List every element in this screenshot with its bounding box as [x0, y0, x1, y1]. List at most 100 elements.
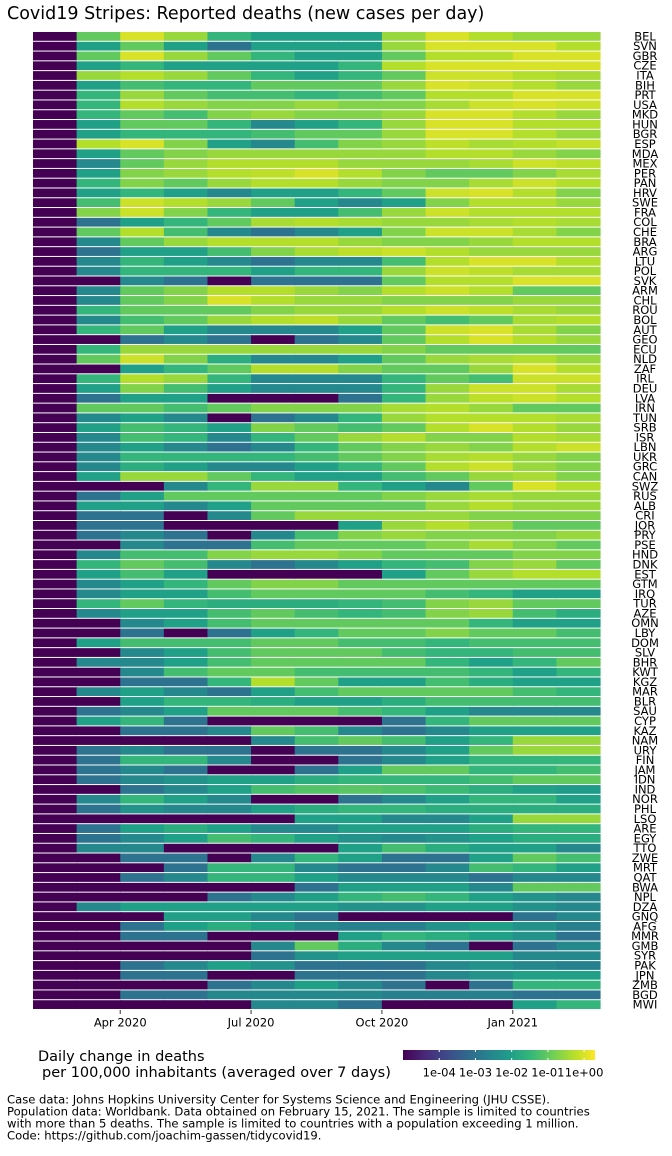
- cell: [33, 667, 78, 677]
- cell: [120, 589, 165, 599]
- cell: [512, 393, 557, 403]
- cell: [512, 61, 557, 71]
- cell: [294, 256, 339, 266]
- cell: [33, 931, 78, 941]
- cell: [163, 413, 209, 423]
- cell: [556, 521, 601, 530]
- cell: [251, 237, 296, 247]
- cell: [163, 41, 209, 51]
- cell: [425, 266, 470, 276]
- cell: [251, 80, 296, 90]
- cell: [425, 765, 470, 775]
- cell: [207, 579, 252, 589]
- cell: [556, 462, 601, 472]
- cell: [556, 569, 601, 579]
- cell: [425, 364, 470, 374]
- cell: [294, 41, 339, 51]
- cell: [294, 853, 339, 863]
- cell: [556, 481, 601, 491]
- cell: [469, 344, 514, 354]
- cell: [120, 403, 165, 413]
- cell: [469, 638, 514, 648]
- cell: [33, 863, 78, 873]
- cell: [469, 511, 514, 520]
- cell: [163, 90, 209, 100]
- cell: [33, 824, 78, 833]
- cell: [294, 71, 339, 80]
- cell: [207, 726, 252, 736]
- cell: [33, 472, 78, 481]
- cell: [76, 90, 121, 100]
- cell: [207, 736, 252, 745]
- cell: [251, 61, 296, 71]
- cell: [207, 32, 252, 41]
- cell: [512, 530, 557, 540]
- cell: [512, 569, 557, 579]
- cell: [207, 501, 252, 511]
- x-tick-label: Jul 2020: [227, 1016, 275, 1030]
- cell: [294, 432, 339, 442]
- cell: [338, 618, 383, 628]
- cell: [163, 32, 209, 41]
- cell: [76, 657, 121, 667]
- cell: [469, 462, 514, 472]
- cell: [425, 393, 470, 403]
- cell: [251, 286, 296, 296]
- cell: [207, 882, 252, 892]
- cell: [556, 794, 601, 804]
- cell: [469, 110, 514, 120]
- cell: [381, 276, 427, 286]
- y-tick-label: PRY: [634, 528, 656, 542]
- cell: [338, 599, 383, 609]
- cell: [381, 315, 427, 325]
- cell: [425, 648, 470, 657]
- cell: [251, 305, 296, 315]
- y-tick-label: RUS: [633, 489, 657, 503]
- cell: [469, 628, 514, 638]
- cell: [556, 961, 601, 970]
- cell: [469, 159, 514, 168]
- cell: [207, 902, 252, 912]
- legend-title: Daily change in deaths: [38, 1049, 205, 1065]
- cell: [33, 687, 78, 697]
- cell: [381, 384, 427, 393]
- cell: [163, 217, 209, 227]
- cell: [381, 775, 427, 785]
- cell: [120, 921, 165, 931]
- cell: [381, 667, 427, 677]
- cell: [425, 980, 470, 990]
- cell: [556, 540, 601, 550]
- cell: [251, 188, 296, 198]
- cell: [294, 90, 339, 100]
- y-tick-label: HUN: [632, 117, 658, 131]
- cell: [294, 208, 339, 217]
- cell: [469, 873, 514, 882]
- cell: [163, 785, 209, 794]
- cell: [33, 833, 78, 843]
- cell: [512, 315, 557, 325]
- cell: [512, 638, 557, 648]
- cell: [338, 638, 383, 648]
- cell: [425, 530, 470, 540]
- cell: [469, 569, 514, 579]
- cell: [469, 354, 514, 364]
- cell: [338, 452, 383, 462]
- y-tick-label: ZMB: [632, 978, 658, 992]
- cell: [120, 560, 165, 569]
- cell: [207, 785, 252, 794]
- cell: [469, 902, 514, 912]
- cell: [207, 266, 252, 276]
- cell: [33, 335, 78, 344]
- cell: [381, 785, 427, 794]
- cell: [381, 423, 427, 432]
- y-tick-label: ARG: [633, 245, 658, 259]
- cell: [120, 892, 165, 902]
- cell: [163, 863, 209, 873]
- cell: [207, 951, 252, 961]
- cell: [120, 472, 165, 481]
- cell: [33, 247, 78, 256]
- y-tick-label: UKR: [633, 450, 657, 464]
- cell: [556, 765, 601, 775]
- cell: [76, 198, 121, 208]
- cell: [33, 657, 78, 667]
